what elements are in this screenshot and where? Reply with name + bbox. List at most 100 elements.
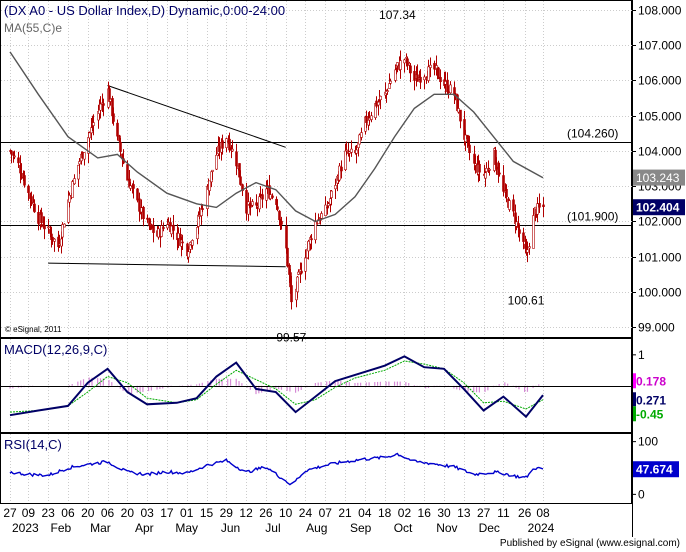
- x-axis-day-label: 08: [536, 506, 550, 520]
- candle-body: [172, 224, 175, 231]
- candle-body: [61, 224, 64, 238]
- candle-body: [215, 154, 218, 170]
- candle-body: [290, 285, 293, 303]
- price-axis-label: 108.000: [638, 4, 682, 18]
- candle-body: [129, 185, 132, 189]
- candle-body: [488, 169, 491, 171]
- x-axis-day-label: 26: [518, 506, 532, 520]
- x-axis-day-label: 15: [200, 506, 214, 520]
- candle-body: [334, 185, 337, 190]
- x-axis-day-label: 23: [41, 506, 55, 520]
- rsi-title: RSI(14,C): [4, 437, 62, 452]
- macd-pane-border: [0, 338, 632, 433]
- price-chart-title: (DX A0 - US Dollar Index,D) Dynamic,0:00…: [4, 3, 285, 18]
- candle-body: [379, 95, 382, 101]
- candle-body: [350, 148, 353, 153]
- candle-body: [187, 251, 190, 258]
- candle-body: [81, 151, 84, 159]
- candle-body: [43, 225, 46, 230]
- candle-body: [276, 206, 279, 210]
- candle-body: [406, 58, 409, 66]
- candle-body: [235, 151, 238, 167]
- candle-body: [177, 233, 180, 239]
- candle-body: [162, 227, 165, 229]
- candle-body: [280, 220, 283, 225]
- candle-body: [245, 190, 248, 214]
- candle-body: [338, 165, 341, 181]
- x-axis-month-label: Mar: [90, 521, 111, 535]
- candle-body: [20, 173, 23, 179]
- price-annotation: 107.34: [379, 8, 416, 22]
- candle-body: [63, 223, 66, 228]
- x-axis-month-label: Aug: [306, 521, 327, 535]
- candle-body: [181, 241, 184, 244]
- candle-body: [17, 157, 20, 164]
- candle-body: [429, 64, 432, 68]
- candle-body: [538, 203, 541, 208]
- candle-body: [394, 69, 397, 81]
- candle-body: [512, 199, 515, 212]
- x-axis-day-label: 29: [220, 506, 234, 520]
- candle-body: [198, 215, 201, 217]
- candle-body: [231, 148, 234, 152]
- x-axis-day-label: 27: [477, 506, 491, 520]
- chart-background: [0, 0, 686, 537]
- macd-value-box: [633, 406, 669, 422]
- macd-value-marker: [633, 406, 636, 422]
- macd-signal-line: [9, 360, 544, 413]
- candle-body: [261, 194, 264, 200]
- candle-body: [532, 215, 535, 249]
- candle-body: [345, 149, 348, 152]
- x-axis-day-label: 13: [457, 506, 471, 520]
- rsi-value-label: 47.674: [636, 463, 673, 477]
- candle-body: [73, 178, 76, 185]
- candle-body: [327, 203, 330, 206]
- x-axis-day-label: 06: [61, 506, 75, 520]
- x-axis-day-label: 30: [437, 506, 451, 520]
- candle-body: [191, 240, 194, 246]
- copyright-label: © eSignal, 2011: [5, 325, 62, 334]
- price-axis-label: 104.000: [638, 145, 682, 159]
- candle-body: [278, 210, 281, 221]
- candle-body: [340, 166, 343, 172]
- candle-body: [225, 138, 228, 148]
- candle-body: [409, 65, 412, 74]
- candle-body: [536, 203, 539, 215]
- candle-body: [211, 169, 214, 172]
- candle-body: [403, 59, 406, 64]
- x-axis-month-label: Apr: [135, 521, 154, 535]
- price-axis-label: 99.000: [638, 321, 675, 335]
- candle-body: [53, 238, 56, 242]
- candle-body: [498, 172, 501, 175]
- candle-body: [505, 189, 508, 198]
- price-axis-label: 101.000: [638, 251, 682, 265]
- candle-body: [241, 184, 244, 192]
- last-price-label: 102.404: [636, 201, 680, 215]
- candle-body: [152, 225, 155, 233]
- candle-body: [112, 113, 115, 122]
- x-axis-day-label: 10: [279, 506, 293, 520]
- candle-body: [83, 152, 86, 160]
- candle-body: [157, 228, 160, 238]
- x-axis-day-label: 20: [121, 506, 135, 520]
- candle-body: [239, 176, 242, 185]
- candle-body: [228, 138, 231, 151]
- candle-body: [285, 225, 288, 249]
- candle-body: [360, 132, 363, 138]
- candle-body: [249, 203, 252, 208]
- price-axis-label: 105.000: [638, 110, 682, 124]
- candle-body: [478, 163, 481, 173]
- x-axis-day-label: 20: [81, 506, 95, 520]
- macd-value-box: [633, 392, 669, 408]
- candle-body: [170, 225, 173, 235]
- candle-body: [167, 222, 170, 225]
- candle-body: [427, 66, 430, 81]
- candle-body: [201, 208, 204, 210]
- level-label: (104.260): [567, 127, 618, 141]
- candle-body: [355, 149, 358, 154]
- candle-body: [528, 246, 531, 249]
- x-axis-month-label: Nov: [436, 521, 457, 535]
- candle-body: [92, 122, 95, 126]
- rsi-axis-label: 100: [638, 435, 658, 449]
- price-annotation: 100.61: [508, 294, 545, 308]
